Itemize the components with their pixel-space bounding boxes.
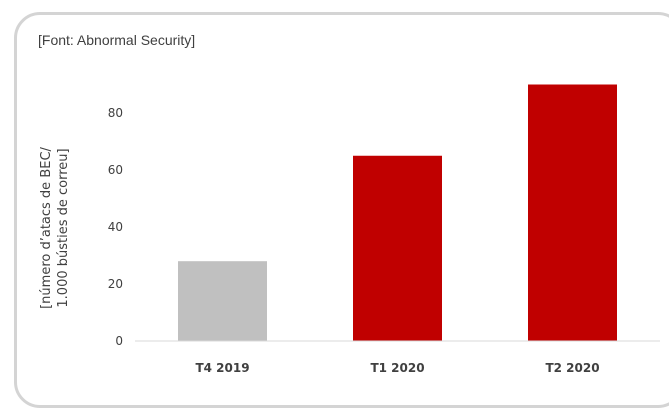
source-note: [Font: Abnormal Security] [38, 32, 196, 48]
y-tick-label: 80 [108, 106, 123, 120]
y-axis-label-line-1: [número d’atacs de BEC/ [39, 146, 54, 308]
y-tick-label: 40 [108, 220, 123, 234]
bar-t1-2020 [353, 155, 442, 341]
bar-t4-2019 [178, 261, 267, 341]
x-tick-label: T2 2020 [545, 361, 599, 375]
y-tick-label: 0 [115, 334, 123, 348]
x-tick-label: T1 2020 [370, 361, 424, 375]
bar-t2-2020 [528, 84, 617, 341]
y-axis-label-line-2: 1.000 bústies de correu] [56, 148, 71, 307]
y-axis-ticks: 0 20 40 60 80 [108, 106, 123, 348]
y-tick-label: 20 [108, 277, 123, 291]
x-tick-label: T4 2019 [195, 361, 249, 375]
x-axis-labels: T4 2019 T1 2020 T2 2020 [195, 361, 599, 375]
bars [178, 84, 617, 341]
y-tick-label: 60 [108, 163, 123, 177]
